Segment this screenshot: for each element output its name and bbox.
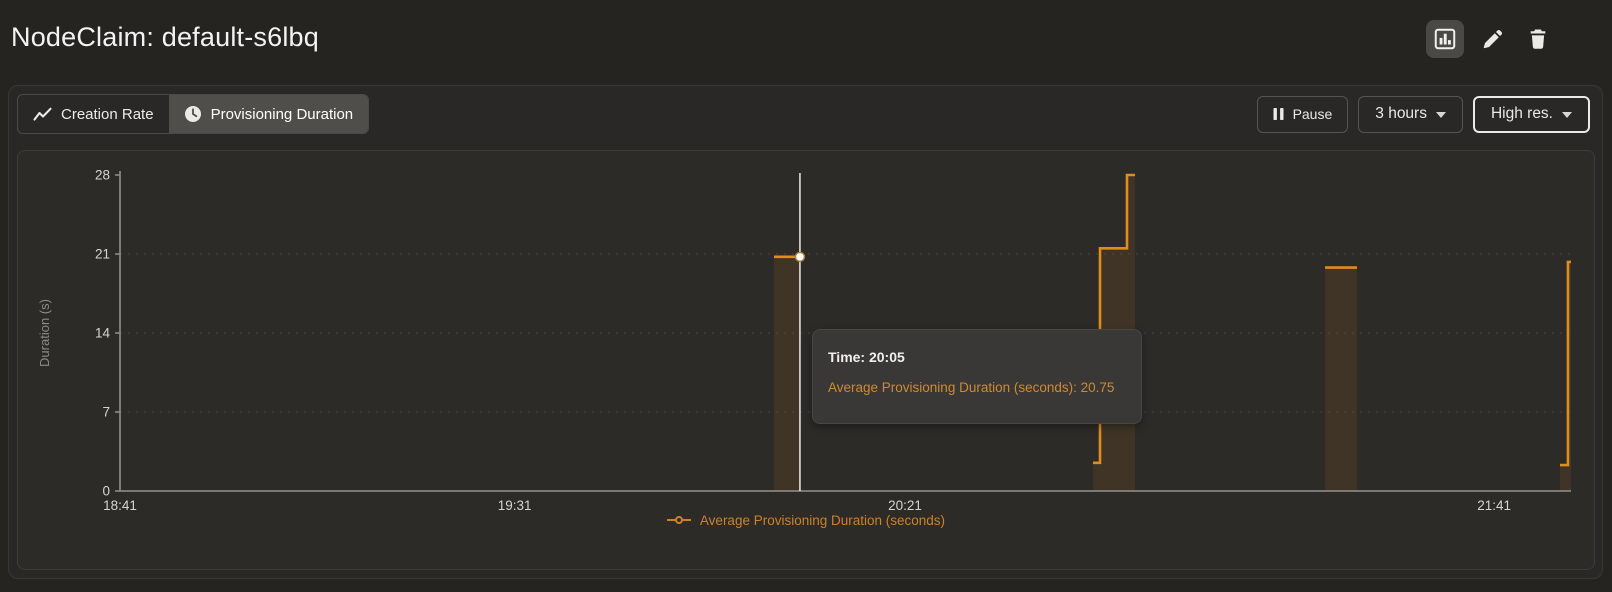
chart-toolbar: Creation Rate Provisioning Duration Paus…: [9, 86, 1602, 142]
resolution-select[interactable]: High res.: [1472, 95, 1590, 133]
chart-panel: 0 7 14 21 28 18:41 19:31 20:21 21:41 Duration (s)…: [17, 150, 1595, 570]
header: NodeClaim: default-s6lbq: [0, 0, 1612, 80]
x-axis-ticks: 18:41 19:31 20:21 21:41: [103, 498, 1511, 513]
y-gridlines: [120, 253, 1571, 413]
svg-text:7: 7: [102, 405, 110, 420]
tooltip-value: Average Provisioning Duration (seconds):…: [828, 380, 1115, 395]
tooltip-time: Time: 20:05: [828, 349, 905, 365]
trend-line-icon: [33, 107, 52, 121]
tab-creation-rate[interactable]: Creation Rate: [18, 95, 169, 133]
chart-tabs: Creation Rate Provisioning Duration: [17, 94, 370, 134]
resolution-value: High res.: [1490, 105, 1553, 122]
svg-text:19:31: 19:31: [498, 498, 532, 513]
y-axis-label: Duration (s): [37, 299, 52, 367]
svg-text:28: 28: [95, 168, 110, 183]
delete-button[interactable]: [1522, 20, 1554, 58]
pencil-icon: [1483, 29, 1503, 49]
bar-chart-icon: [1434, 28, 1456, 50]
legend-marker-icon: [666, 516, 691, 524]
edit-button[interactable]: [1477, 20, 1509, 58]
tab-label: Provisioning Duration: [210, 105, 354, 123]
chevron-down-icon: [1435, 112, 1446, 118]
tab-provisioning-duration[interactable]: Provisioning Duration: [168, 95, 369, 133]
svg-text:14: 14: [95, 326, 111, 341]
chart-view-button[interactable]: [1426, 20, 1464, 58]
time-range-select[interactable]: 3 hours: [1358, 95, 1463, 133]
pause-label: Pause: [1292, 106, 1333, 122]
pause-button[interactable]: Pause: [1256, 95, 1349, 133]
chart-legend[interactable]: Average Provisioning Duration (seconds): [18, 508, 1594, 532]
pause-icon: [1273, 108, 1284, 120]
svg-text:0: 0: [102, 484, 110, 499]
chevron-down-icon: [1562, 112, 1572, 118]
hover-crosshair: [794, 173, 806, 491]
chart-tooltip: Time: 20:05 Average Provisioning Duratio…: [812, 329, 1142, 424]
svg-text:21: 21: [95, 247, 110, 262]
metrics-card: Creation Rate Provisioning Duration Paus…: [8, 85, 1603, 579]
svg-text:21:41: 21:41: [1477, 498, 1511, 513]
legend-label: Average Provisioning Duration (seconds): [699, 512, 946, 528]
hover-point: [794, 251, 806, 263]
duration-chart[interactable]: 0 7 14 21 28 18:41 19:31 20:21 21:41 Duration (s): [18, 151, 1594, 569]
clock-icon: [184, 106, 201, 122]
y-axis-ticks: 0 7 14 21 28: [95, 168, 120, 499]
svg-text:20:21: 20:21: [888, 498, 922, 513]
page-title: NodeClaim: default-s6lbq: [11, 22, 319, 52]
toolbar-controls: Pause 3 hours High res.: [1256, 95, 1590, 133]
header-actions: [1426, 20, 1554, 58]
svg-text:18:41: 18:41: [103, 498, 137, 513]
tab-label: Creation Rate: [61, 105, 154, 123]
trash-icon: [1530, 29, 1546, 49]
time-range-value: 3 hours: [1375, 105, 1427, 122]
